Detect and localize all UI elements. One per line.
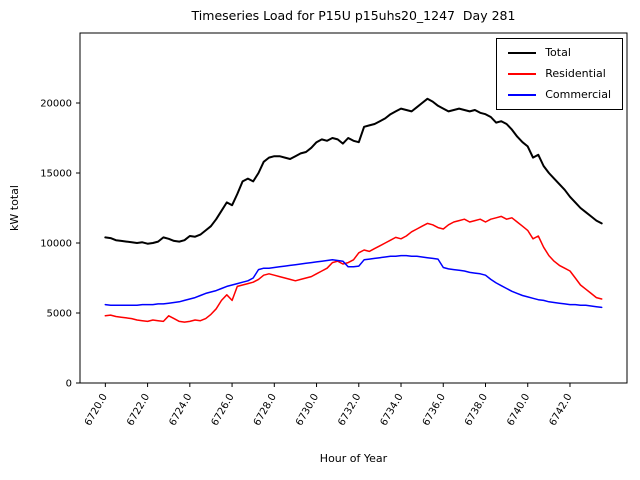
x-tick-label: 6728.0 xyxy=(252,392,279,428)
x-tick-label: 6740.0 xyxy=(505,392,532,428)
x-tick-label: 6730.0 xyxy=(294,392,321,428)
y-tick-label: 20000 xyxy=(40,99,72,110)
legend-label-total: Total xyxy=(545,46,571,59)
legend: Total Residential Commercial xyxy=(496,38,623,110)
x-tick-label: 6726.0 xyxy=(210,392,237,428)
series-line-total xyxy=(104,97,603,245)
series-line-residential xyxy=(104,215,603,323)
legend-item-commercial: Commercial xyxy=(508,88,611,102)
x-tick-label: 6720.0 xyxy=(83,392,110,428)
y-tick-label: 0 xyxy=(66,379,72,390)
series-line-commercial xyxy=(104,254,603,309)
legend-line-commercial-icon xyxy=(508,94,537,96)
axes-frame xyxy=(79,32,628,384)
x-tick-label: 6742.0 xyxy=(548,392,575,428)
x-tick-label: 6722.0 xyxy=(125,392,152,428)
x-tick-label: 6724.0 xyxy=(167,392,194,428)
x-tick-label: 6732.0 xyxy=(336,392,363,428)
legend-item-total: Total xyxy=(508,46,611,60)
y-tick-label: 15000 xyxy=(40,169,72,180)
x-tick-label: 6734.0 xyxy=(379,392,406,428)
legend-label-residential: Residential xyxy=(545,67,606,80)
y-tick-label: 5000 xyxy=(47,309,72,320)
x-tick-label: 6736.0 xyxy=(421,392,448,428)
y-tick-label: 10000 xyxy=(40,239,72,250)
chart-title: Timeseries Load for P15U p15uhs20_1247 D… xyxy=(191,8,516,23)
legend-line-residential-icon xyxy=(508,73,537,75)
x-tick-label: 6738.0 xyxy=(463,392,490,428)
y-axis-label: kW total xyxy=(8,185,21,231)
legend-label-commercial: Commercial xyxy=(545,88,611,101)
legend-line-total-icon xyxy=(508,52,537,54)
legend-item-residential: Residential xyxy=(508,67,611,81)
x-axis-label: Hour of Year xyxy=(319,452,388,465)
